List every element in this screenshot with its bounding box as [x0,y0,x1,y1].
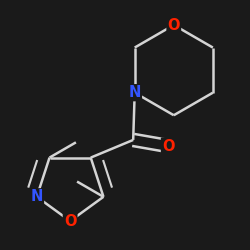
Text: O: O [162,138,174,154]
Text: N: N [128,85,141,100]
Text: O: O [168,18,180,32]
Text: O: O [64,214,76,228]
Text: N: N [30,189,43,204]
